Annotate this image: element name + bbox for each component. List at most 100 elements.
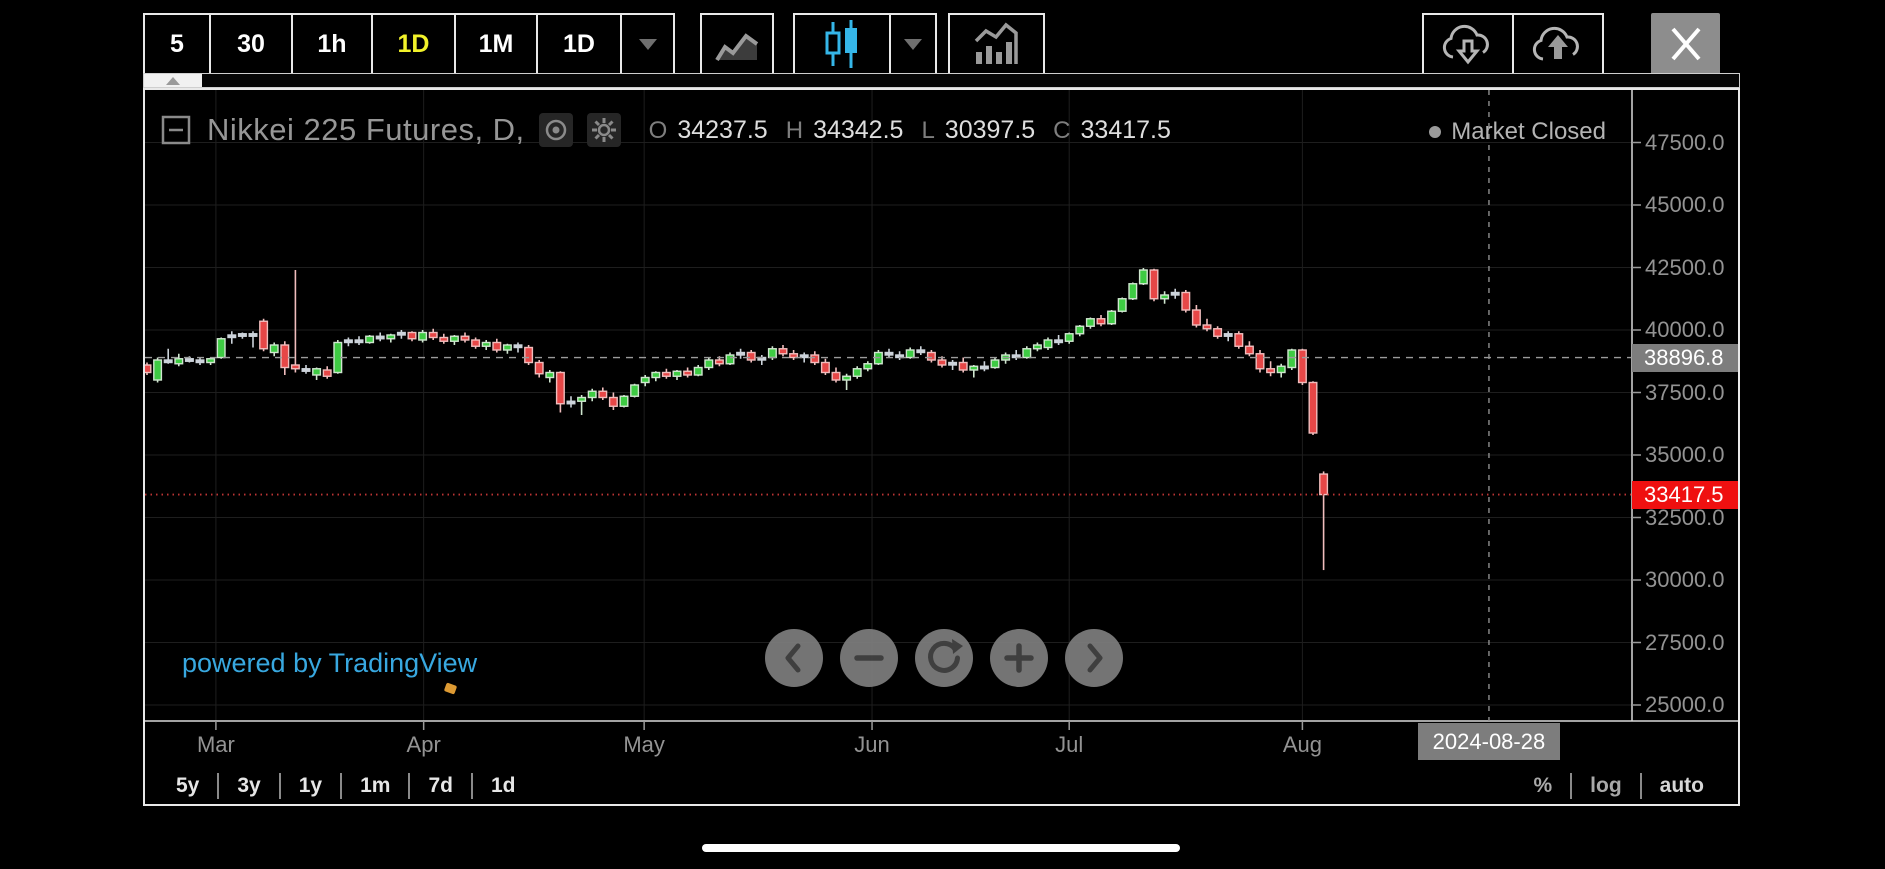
interval-toolbar: 5 30 1h 1D 1M 1D bbox=[143, 13, 675, 75]
eye-icon bbox=[545, 119, 566, 141]
divider bbox=[278, 773, 281, 799]
gear-icon bbox=[591, 118, 616, 142]
chevron-left-icon bbox=[785, 643, 801, 673]
range-button-3y[interactable]: 3y bbox=[237, 774, 261, 797]
line-chart-icon bbox=[715, 33, 759, 62]
line-chart-button[interactable] bbox=[700, 13, 774, 75]
status-dot-icon bbox=[1429, 126, 1442, 138]
indicators-button[interactable] bbox=[948, 13, 1045, 75]
range-button-1y[interactable]: 1y bbox=[298, 774, 323, 797]
candle-toolbar bbox=[793, 13, 937, 75]
cloud-toolbar bbox=[1422, 13, 1604, 75]
triangle-up-icon bbox=[166, 76, 180, 85]
interval-button-1d-active[interactable]: 1D bbox=[371, 13, 456, 75]
divider bbox=[470, 773, 473, 799]
cloud-upload-button[interactable] bbox=[1512, 13, 1604, 75]
plus-icon bbox=[1004, 643, 1034, 673]
interval-label: 1D bbox=[563, 29, 595, 58]
pan-right-button[interactable] bbox=[1065, 629, 1123, 687]
time-tick-label: Mar bbox=[196, 732, 235, 757]
range-button-5y[interactable]: 5y bbox=[176, 774, 200, 797]
interval-label: 30 bbox=[237, 29, 265, 58]
eye-button[interactable] bbox=[538, 113, 573, 147]
chart-nav-controls bbox=[765, 629, 1123, 687]
divider bbox=[340, 773, 343, 799]
market-status: Market Closed bbox=[1429, 118, 1606, 146]
range-button-1m[interactable]: 1m bbox=[360, 774, 391, 797]
scale-buttons: % log auto bbox=[1529, 771, 1708, 801]
divider bbox=[1639, 773, 1642, 799]
indicators-icon bbox=[974, 22, 1018, 64]
interval-button-1mo[interactable]: 1M bbox=[454, 13, 538, 75]
close-button[interactable] bbox=[1651, 13, 1720, 75]
collapse-icon[interactable] bbox=[159, 113, 193, 147]
zoom-out-button[interactable] bbox=[840, 629, 898, 687]
cloud-download-button[interactable] bbox=[1422, 13, 1514, 75]
last-price-label: 33417.5 bbox=[1632, 480, 1738, 509]
candlestick-chart-button[interactable] bbox=[793, 13, 891, 75]
horizontal-scrollbar[interactable] bbox=[143, 73, 1740, 88]
refresh-icon bbox=[928, 639, 963, 673]
cloud-upload-icon bbox=[1532, 26, 1579, 61]
last-price-value: 33417.5 bbox=[1644, 481, 1724, 507]
scrollbar-thumb[interactable] bbox=[144, 74, 202, 87]
crosshair-date-value: 2024-08-28 bbox=[1432, 728, 1546, 754]
interval-button-1d[interactable]: 1D bbox=[536, 13, 622, 75]
symbol-title: Nikkei 225 Futures, D, bbox=[207, 112, 525, 147]
range-button-1d[interactable]: 1d bbox=[490, 774, 516, 797]
low-value: 30397.5 bbox=[944, 115, 1036, 144]
pan-left-button[interactable] bbox=[765, 629, 823, 687]
crosshair-date-label: 2024-08-28 bbox=[1417, 723, 1560, 760]
price-axis[interactable]: 47500.0 45000.0 42500.0 40000.0 37500.0 35000… bbox=[1632, 90, 1738, 721]
interval-button-1h[interactable]: 1h bbox=[291, 13, 373, 75]
price-tick-label: 42500.0 bbox=[1645, 254, 1725, 280]
low-key: L bbox=[921, 116, 935, 144]
price-tick-label: 32500.0 bbox=[1645, 504, 1725, 530]
price-tick-label: 27500.0 bbox=[1645, 629, 1725, 655]
interval-label: 1D bbox=[397, 29, 430, 58]
price-tick-label: 40000.0 bbox=[1645, 317, 1725, 342]
chevron-down-icon bbox=[904, 38, 922, 50]
time-tick-label: Aug bbox=[1282, 732, 1322, 757]
price-tick-label: 25000.0 bbox=[1645, 692, 1725, 717]
divider bbox=[408, 773, 411, 799]
interval-button-5m[interactable]: 5 bbox=[143, 13, 211, 75]
interval-label: 1M bbox=[478, 29, 514, 58]
interval-dropdown-button[interactable] bbox=[620, 13, 675, 75]
range-buttons: 5y 3y 1y 1m 7d 1d bbox=[172, 771, 519, 801]
percent-scale-button[interactable]: % bbox=[1533, 774, 1553, 797]
powered-by-tradingview-link[interactable]: powered by TradingView bbox=[182, 648, 478, 678]
auto-scale-button[interactable]: auto bbox=[1659, 774, 1704, 797]
interval-button-30m[interactable]: 30 bbox=[209, 13, 293, 75]
reset-chart-button[interactable] bbox=[915, 629, 973, 687]
divider bbox=[217, 773, 220, 799]
candlestick-chart-icon bbox=[825, 20, 857, 68]
prev-close-price-label: 38896.8 bbox=[1632, 343, 1738, 372]
time-axis[interactable]: Mar Apr May Jun Jul Aug bbox=[145, 721, 1632, 766]
time-tick-label: Apr bbox=[406, 732, 441, 757]
ohlc-readout: O 34237.5 H 34342.5 L 30397.5 C 33417.5 bbox=[649, 116, 1179, 145]
settings-button[interactable] bbox=[586, 113, 621, 147]
price-tick-label: 47500.0 bbox=[1645, 129, 1725, 155]
time-tick-label: Jul bbox=[1055, 732, 1084, 757]
price-tick-label: 45000.0 bbox=[1645, 192, 1725, 217]
close-value: 33417.5 bbox=[1080, 115, 1171, 144]
market-status-label: Market Closed bbox=[1451, 118, 1606, 145]
chart-canvas[interactable] bbox=[145, 90, 1738, 804]
symbol-header: Nikkei 225 Futures, D, O 34237.5 H bbox=[159, 112, 1179, 148]
range-button-7d[interactable]: 7d bbox=[428, 774, 453, 797]
log-scale-button[interactable]: log bbox=[1590, 774, 1622, 797]
price-tick-label: 35000.0 bbox=[1645, 442, 1725, 467]
home-indicator[interactable] bbox=[702, 844, 1180, 852]
close-icon bbox=[1670, 27, 1701, 61]
prev-close-value: 38896.8 bbox=[1644, 344, 1724, 370]
zoom-in-button[interactable] bbox=[990, 629, 1048, 687]
price-tick-label: 37500.0 bbox=[1645, 379, 1725, 405]
minus-icon bbox=[854, 655, 884, 661]
chart-type-dropdown-button[interactable] bbox=[889, 13, 937, 75]
interval-label: 5 bbox=[170, 29, 184, 58]
price-tick-label: 30000.0 bbox=[1645, 567, 1725, 592]
high-key: H bbox=[785, 116, 804, 144]
chevron-down-icon bbox=[638, 38, 657, 50]
indicators-toolbar bbox=[948, 13, 1045, 75]
